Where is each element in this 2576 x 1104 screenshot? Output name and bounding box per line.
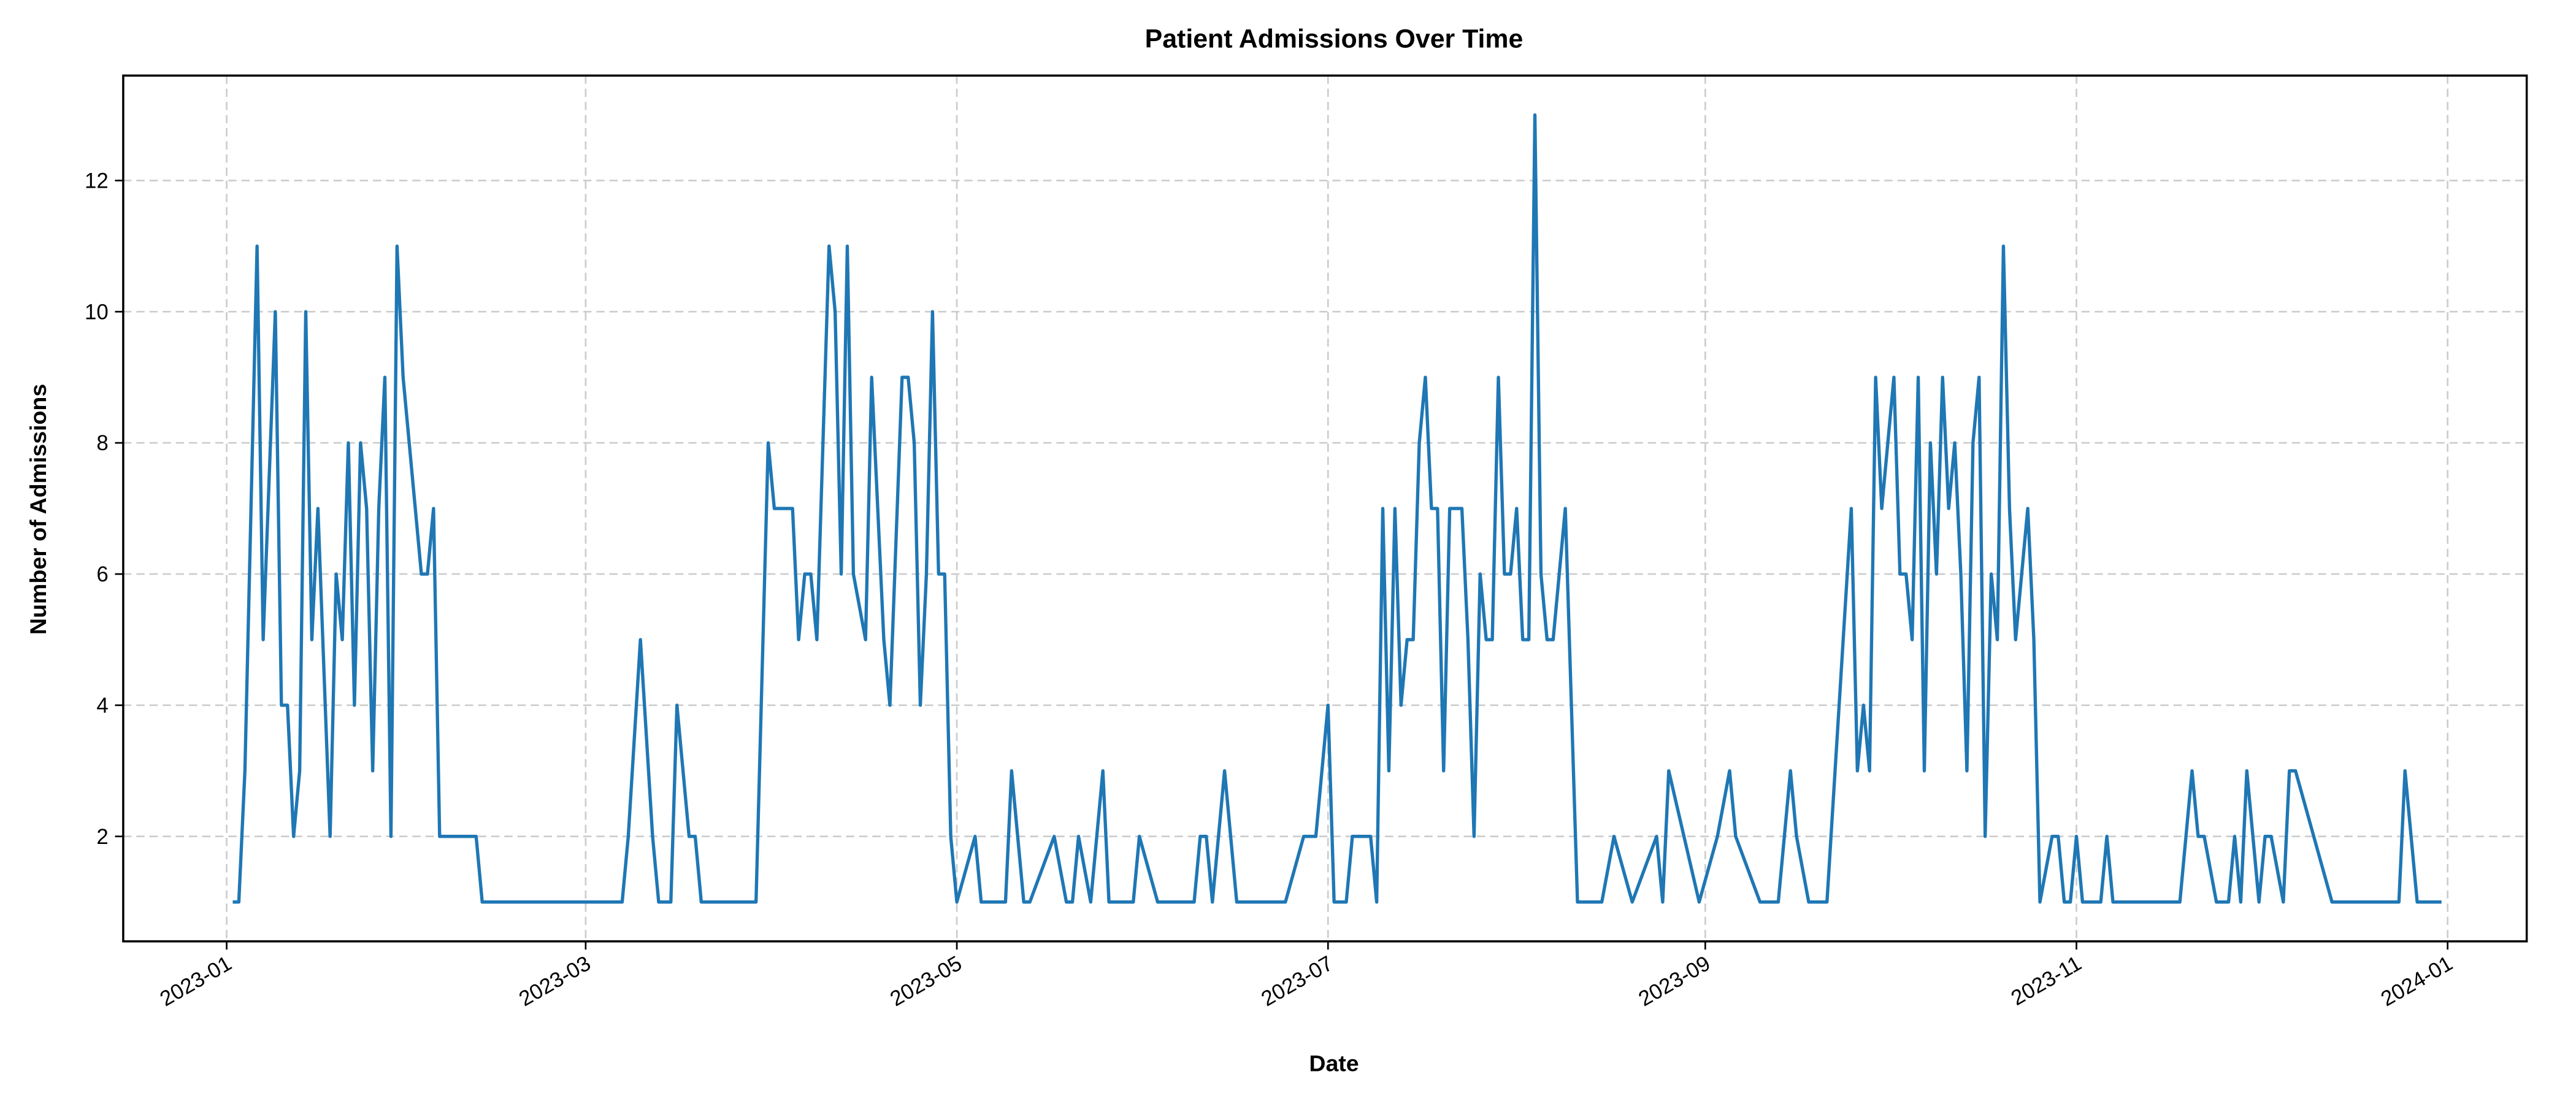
chart-title: Patient Admissions Over Time <box>1145 25 1524 54</box>
y-tick-label: 10 <box>85 300 109 324</box>
y-tick-label: 8 <box>96 431 108 455</box>
plot-frame <box>122 74 2528 943</box>
y-tick-label: 12 <box>85 169 109 193</box>
x-axis-label: Date <box>1309 1050 1359 1076</box>
y-tick-label: 2 <box>96 825 108 849</box>
data-line <box>232 113 2442 904</box>
y-axis-label: Number of Admissions <box>25 384 51 635</box>
y-tick-label: 4 <box>96 694 108 718</box>
y-tick-label: 6 <box>96 562 108 586</box>
